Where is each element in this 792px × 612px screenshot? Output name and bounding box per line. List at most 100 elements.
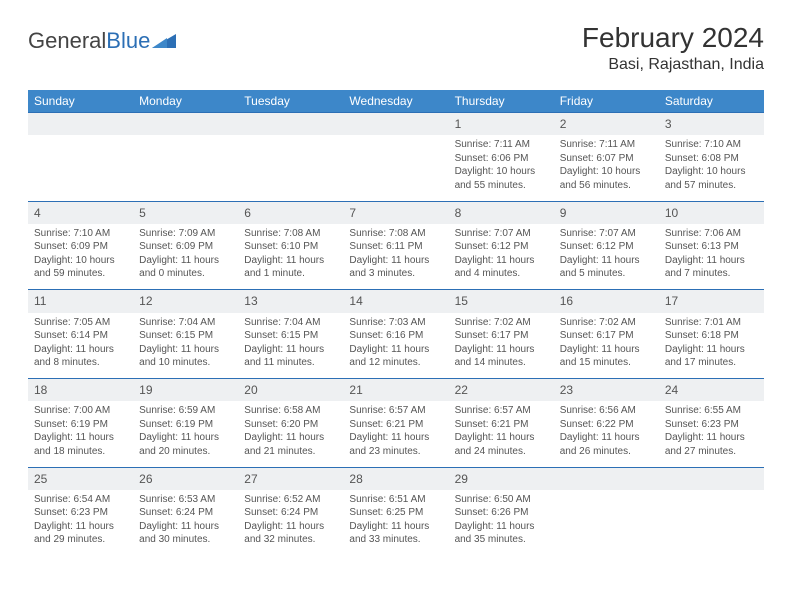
day-number: 17 — [659, 290, 764, 313]
day-detail: Sunrise: 7:08 AMSunset: 6:11 PMDaylight:… — [343, 224, 448, 290]
sunset-text: Sunset: 6:24 PM — [244, 506, 337, 520]
weekday-header: Tuesday — [238, 90, 343, 113]
day-number: 4 — [28, 201, 133, 224]
sunrise-text: Sunrise: 7:08 AM — [244, 227, 337, 241]
sunset-text: Sunset: 6:09 PM — [34, 240, 127, 254]
sunset-text: Sunset: 6:22 PM — [560, 418, 653, 432]
day-detail: Sunrise: 7:11 AMSunset: 6:07 PMDaylight:… — [554, 135, 659, 201]
daylight-text: Daylight: 11 hours and 14 minutes. — [455, 343, 548, 370]
weekday-header: Friday — [554, 90, 659, 113]
daylight-text: Daylight: 11 hours and 1 minute. — [244, 254, 337, 281]
sunrise-text: Sunrise: 7:01 AM — [665, 316, 758, 330]
daylight-text: Daylight: 11 hours and 35 minutes. — [455, 520, 548, 547]
day-number: 5 — [133, 201, 238, 224]
day-number: 25 — [28, 467, 133, 490]
logo-word-2: Blue — [106, 28, 150, 53]
sunrise-text: Sunrise: 7:02 AM — [560, 316, 653, 330]
sunrise-text: Sunrise: 7:00 AM — [34, 404, 127, 418]
sunset-text: Sunset: 6:15 PM — [139, 329, 232, 343]
sunset-text: Sunset: 6:13 PM — [665, 240, 758, 254]
daylight-text: Daylight: 11 hours and 18 minutes. — [34, 431, 127, 458]
logo-triangle-icon — [152, 32, 178, 50]
day-detail: Sunrise: 7:09 AMSunset: 6:09 PMDaylight:… — [133, 224, 238, 290]
sunrise-text: Sunrise: 6:57 AM — [349, 404, 442, 418]
daylight-text: Daylight: 11 hours and 26 minutes. — [560, 431, 653, 458]
daylight-text: Daylight: 11 hours and 24 minutes. — [455, 431, 548, 458]
day-number: 2 — [554, 113, 659, 136]
daynum-row: 18192021222324 — [28, 379, 764, 402]
sunrise-text: Sunrise: 7:02 AM — [455, 316, 548, 330]
sunset-text: Sunset: 6:14 PM — [34, 329, 127, 343]
weekday-header: Saturday — [659, 90, 764, 113]
sunset-text: Sunset: 6:07 PM — [560, 152, 653, 166]
day-number: 22 — [449, 379, 554, 402]
sunset-text: Sunset: 6:09 PM — [139, 240, 232, 254]
detail-row: Sunrise: 7:05 AMSunset: 6:14 PMDaylight:… — [28, 313, 764, 379]
day-detail — [28, 135, 133, 201]
day-number: 27 — [238, 467, 343, 490]
logo: GeneralBlue — [28, 28, 178, 54]
weekday-header: Monday — [133, 90, 238, 113]
day-detail: Sunrise: 6:59 AMSunset: 6:19 PMDaylight:… — [133, 401, 238, 467]
detail-row: Sunrise: 6:54 AMSunset: 6:23 PMDaylight:… — [28, 490, 764, 556]
day-number — [133, 113, 238, 136]
sunrise-text: Sunrise: 7:07 AM — [455, 227, 548, 241]
sunset-text: Sunset: 6:19 PM — [34, 418, 127, 432]
sunset-text: Sunset: 6:11 PM — [349, 240, 442, 254]
calendar-body: 12 3Sunrise: 7:11 AMSunset: 6:06 PMDaylig… — [28, 113, 764, 556]
daylight-text: Daylight: 11 hours and 29 minutes. — [34, 520, 127, 547]
day-number: 3 — [659, 113, 764, 136]
sunset-text: Sunset: 6:21 PM — [455, 418, 548, 432]
detail-row: Sunrise: 7:10 AMSunset: 6:09 PMDaylight:… — [28, 224, 764, 290]
daylight-text: Daylight: 10 hours and 57 minutes. — [665, 165, 758, 192]
sunset-text: Sunset: 6:12 PM — [455, 240, 548, 254]
daylight-text: Daylight: 11 hours and 33 minutes. — [349, 520, 442, 547]
day-detail: Sunrise: 6:53 AMSunset: 6:24 PMDaylight:… — [133, 490, 238, 556]
day-number: 7 — [343, 201, 448, 224]
day-number: 6 — [238, 201, 343, 224]
day-detail — [554, 490, 659, 556]
day-number — [238, 113, 343, 136]
day-number — [554, 467, 659, 490]
day-detail: Sunrise: 7:10 AMSunset: 6:08 PMDaylight:… — [659, 135, 764, 201]
day-number: 23 — [554, 379, 659, 402]
sunrise-text: Sunrise: 7:10 AM — [665, 138, 758, 152]
daylight-text: Daylight: 11 hours and 12 minutes. — [349, 343, 442, 370]
daylight-text: Daylight: 11 hours and 7 minutes. — [665, 254, 758, 281]
detail-row: Sunrise: 7:11 AMSunset: 6:06 PMDaylight:… — [28, 135, 764, 201]
day-number: 16 — [554, 290, 659, 313]
day-number — [659, 467, 764, 490]
day-detail — [133, 135, 238, 201]
daylight-text: Daylight: 11 hours and 17 minutes. — [665, 343, 758, 370]
day-detail: Sunrise: 7:01 AMSunset: 6:18 PMDaylight:… — [659, 313, 764, 379]
daylight-text: Daylight: 10 hours and 59 minutes. — [34, 254, 127, 281]
day-number: 15 — [449, 290, 554, 313]
day-number: 29 — [449, 467, 554, 490]
sunset-text: Sunset: 6:20 PM — [244, 418, 337, 432]
sunrise-text: Sunrise: 7:03 AM — [349, 316, 442, 330]
day-number: 11 — [28, 290, 133, 313]
day-detail: Sunrise: 7:10 AMSunset: 6:09 PMDaylight:… — [28, 224, 133, 290]
sunset-text: Sunset: 6:26 PM — [455, 506, 548, 520]
sunset-text: Sunset: 6:18 PM — [665, 329, 758, 343]
sunset-text: Sunset: 6:23 PM — [34, 506, 127, 520]
daylight-text: Daylight: 11 hours and 4 minutes. — [455, 254, 548, 281]
weekday-header: Wednesday — [343, 90, 448, 113]
sunset-text: Sunset: 6:12 PM — [560, 240, 653, 254]
sunrise-text: Sunrise: 7:04 AM — [244, 316, 337, 330]
daylight-text: Daylight: 11 hours and 23 minutes. — [349, 431, 442, 458]
sunset-text: Sunset: 6:08 PM — [665, 152, 758, 166]
title-block: February 2024 Basi, Rajasthan, India — [582, 22, 764, 74]
sunrise-text: Sunrise: 7:08 AM — [349, 227, 442, 241]
daylight-text: Daylight: 11 hours and 3 minutes. — [349, 254, 442, 281]
weekday-header: Sunday — [28, 90, 133, 113]
calendar-table: Sunday Monday Tuesday Wednesday Thursday… — [28, 90, 764, 556]
day-detail: Sunrise: 6:55 AMSunset: 6:23 PMDaylight:… — [659, 401, 764, 467]
sunset-text: Sunset: 6:21 PM — [349, 418, 442, 432]
sunset-text: Sunset: 6:06 PM — [455, 152, 548, 166]
day-detail: Sunrise: 7:04 AMSunset: 6:15 PMDaylight:… — [238, 313, 343, 379]
weekday-header: Thursday — [449, 90, 554, 113]
day-number: 12 — [133, 290, 238, 313]
day-detail: Sunrise: 7:04 AMSunset: 6:15 PMDaylight:… — [133, 313, 238, 379]
daylight-text: Daylight: 11 hours and 5 minutes. — [560, 254, 653, 281]
